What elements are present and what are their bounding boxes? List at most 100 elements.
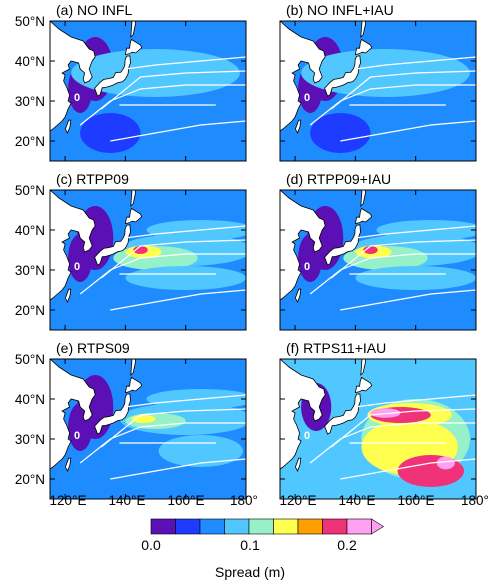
spread-region xyxy=(310,113,371,153)
contour-label: 0 xyxy=(74,92,80,104)
contour-line xyxy=(125,56,246,70)
island xyxy=(64,457,72,472)
contour-line xyxy=(309,84,476,126)
contour-label: 0 xyxy=(74,430,80,442)
lon-tick-label: 160°E xyxy=(398,493,435,508)
contour-line xyxy=(100,239,246,279)
colorbar-segment xyxy=(224,518,250,535)
island xyxy=(354,207,373,225)
contour-line xyxy=(340,120,476,142)
island xyxy=(294,119,302,134)
island xyxy=(324,224,361,266)
contour-line xyxy=(309,422,476,464)
panel-label-e: (e) RTPS09 xyxy=(56,340,130,356)
lat-tick-label: 40°N xyxy=(15,392,45,407)
spread-region xyxy=(133,246,148,254)
contour-line xyxy=(330,70,476,110)
spread-region xyxy=(355,266,476,290)
colorbar-segment xyxy=(150,518,176,535)
island xyxy=(294,288,302,303)
contour-line xyxy=(340,458,476,480)
lat-tick-label: 30°N xyxy=(15,94,45,109)
contour-line xyxy=(110,289,246,311)
panel-label-d: (d) RTPP09+IAU xyxy=(286,171,391,187)
panel-label-a: (a) NO INFL xyxy=(56,2,132,18)
contour-line xyxy=(355,394,476,408)
contour-line xyxy=(125,225,246,239)
spread-region xyxy=(167,93,246,125)
panel-frame xyxy=(279,20,477,162)
colorbar-segment xyxy=(297,518,323,535)
map-panel: 0 xyxy=(279,358,477,500)
lon-tick-label: 140°E xyxy=(109,493,146,508)
island xyxy=(94,55,131,97)
lat-tick-label: 40°N xyxy=(15,54,45,69)
contour-label: 0 xyxy=(74,261,80,273)
island xyxy=(130,190,137,208)
land-mass xyxy=(50,21,96,161)
contour-line xyxy=(79,422,246,464)
contour-line xyxy=(100,70,246,110)
colorbar-label: Spread (m) xyxy=(215,564,285,580)
spread-region xyxy=(158,435,243,467)
contour-line xyxy=(330,239,476,279)
lon-labels-right: 120°E 140°E 160°E 180° xyxy=(280,493,489,508)
lon-tick-label: 180° xyxy=(230,493,258,508)
colorbar-segment xyxy=(175,518,201,535)
contour-line xyxy=(340,289,476,311)
contour-line xyxy=(110,458,246,480)
contour-line xyxy=(100,408,246,448)
colorbar-segment xyxy=(322,518,348,535)
spread-region xyxy=(370,408,401,418)
panel-label-b: (b) NO INFL+IAU xyxy=(286,2,394,18)
spread-region xyxy=(436,456,455,470)
island xyxy=(360,359,367,377)
island xyxy=(124,207,143,225)
map-panel: 0 xyxy=(279,189,477,331)
lat-tick-label: 20°N xyxy=(15,303,45,318)
lat-tick-label: 30°N xyxy=(15,263,45,278)
lon-tick-label: 120°E xyxy=(50,493,87,508)
island xyxy=(94,393,131,435)
lon-tick-label: 140°E xyxy=(339,493,376,508)
colorbar-segment xyxy=(248,518,274,535)
island xyxy=(354,38,373,56)
colorbar xyxy=(150,518,385,535)
island xyxy=(360,190,367,208)
colorbar-segment xyxy=(199,518,225,535)
lat-tick-label: 30°N xyxy=(15,432,45,447)
land-mass xyxy=(50,190,96,330)
island xyxy=(130,21,137,39)
land-mass xyxy=(50,359,96,499)
panel-frame xyxy=(49,358,247,500)
contour-line xyxy=(125,394,246,408)
contour-line xyxy=(110,120,246,142)
lon-tick-label: 120°E xyxy=(280,493,317,508)
lat-tick-label: 50°N xyxy=(15,352,45,367)
contour-line xyxy=(330,408,476,448)
land-mass xyxy=(280,359,326,499)
spread-region xyxy=(400,467,431,483)
panel-frame xyxy=(49,20,247,162)
lat-tick-label: 40°N xyxy=(15,223,45,238)
lon-labels-left: 120°E 140°E 160°E 180° xyxy=(50,493,258,508)
lat-tick-label: 50°N xyxy=(15,14,45,29)
panel-label-f: (f) RTPS11+IAU xyxy=(286,340,386,356)
lat-tick-label: 50°N xyxy=(15,183,45,198)
lat-tick-label: 20°N xyxy=(15,472,45,487)
map-panel: 0 xyxy=(49,20,247,162)
lon-tick-label: 160°E xyxy=(168,493,205,508)
island xyxy=(324,393,361,435)
map-panel: 0 xyxy=(49,189,247,331)
panel-frame xyxy=(279,189,477,331)
contour-line xyxy=(79,84,246,126)
panel-frame xyxy=(279,358,477,500)
colorbar-tick-label: 0.2 xyxy=(337,537,357,553)
island xyxy=(94,224,131,266)
contour-label: 0 xyxy=(304,261,310,273)
island xyxy=(294,457,302,472)
land-mass xyxy=(280,21,326,161)
spread-region xyxy=(363,246,378,254)
contour-line xyxy=(79,253,246,295)
